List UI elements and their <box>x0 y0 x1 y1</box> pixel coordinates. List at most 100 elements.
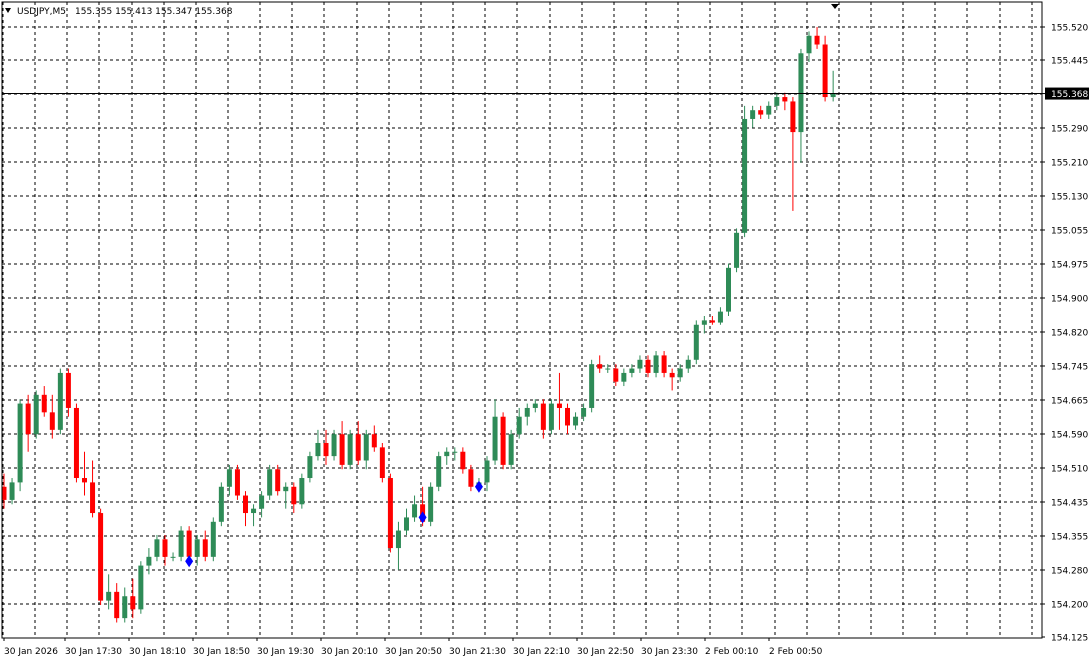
x-tick-label: 30 Jan 23:30 <box>641 647 698 657</box>
diamond-icon <box>418 511 427 524</box>
candle-bear <box>202 539 208 557</box>
candle-bull <box>122 596 128 619</box>
candle-bear <box>82 478 87 483</box>
candle-bear <box>822 44 828 98</box>
candle-bull <box>830 93 836 98</box>
x-tick-label: 30 Jan 19:30 <box>257 647 314 657</box>
candle-bull <box>170 556 176 558</box>
candle-bear <box>1 486 7 500</box>
candle-bull <box>693 324 699 360</box>
x-tick-label: 30 Jan 20:50 <box>385 647 442 657</box>
candles-layer <box>1 27 836 623</box>
markers-layer <box>185 480 483 568</box>
y-tick-label: 155.445 <box>1051 57 1088 67</box>
candle-bull <box>766 105 772 115</box>
candle-bull <box>621 372 627 382</box>
candle-bull <box>548 403 554 430</box>
candle-bear <box>243 495 248 514</box>
candle-bull <box>106 591 112 601</box>
x-tick-label: 2 Feb 00:10 <box>705 647 759 657</box>
y-tick-label: 154.745 <box>1051 363 1088 373</box>
candle-bear <box>25 403 31 435</box>
price-axis[interactable]: 155.520 155.445 155.368 155.290 155.210 155.1… <box>1042 24 1089 644</box>
x-tick-label: 30 Jan 18:50 <box>193 647 250 657</box>
candle-bear <box>597 364 603 369</box>
candle-bear <box>613 368 619 382</box>
y-tick-label: 154.200 <box>1051 601 1088 611</box>
candle-bull <box>57 372 63 430</box>
candle-bull <box>492 416 498 461</box>
candle-bull <box>605 368 611 370</box>
x-tick-label: 30 Jan 21:30 <box>449 647 506 657</box>
symbol-label: USDJPY,M5 <box>17 7 66 17</box>
candle-bull <box>178 530 184 557</box>
candle-bull <box>412 504 418 518</box>
candle-bull <box>251 508 257 514</box>
candle-bull <box>307 456 313 479</box>
current-price-tag <box>1045 87 1089 100</box>
candle-bear <box>782 97 788 102</box>
y-tick-label: 155.290 <box>1051 125 1088 135</box>
candle-bull <box>806 35 812 54</box>
candle-bear <box>556 403 562 408</box>
candle-bull <box>436 456 442 487</box>
x-tick-label: 30 Jan 17:30 <box>65 647 122 657</box>
candle-bear <box>790 101 796 133</box>
candle-bull <box>9 482 15 500</box>
x-tick-label: 2 Feb 00:50 <box>769 647 823 657</box>
candle-bear <box>98 513 104 601</box>
candle-bear <box>291 486 297 505</box>
y-tick-label: 154.355 <box>1051 533 1088 543</box>
candle-bear <box>234 469 240 496</box>
candle-bull <box>653 355 659 373</box>
candle-bear <box>379 447 385 479</box>
y-tick-label: 154.510 <box>1051 465 1088 475</box>
triangle-down-icon[interactable] <box>831 4 839 9</box>
candle-bull <box>33 394 39 435</box>
candle-bear <box>73 407 79 479</box>
candle-bull <box>395 530 401 549</box>
candle-bear <box>371 434 377 448</box>
candle-bull <box>774 97 780 106</box>
candle-bull <box>629 368 635 373</box>
candle-bear <box>468 469 474 487</box>
candle-bear <box>49 412 55 430</box>
y-tick-label: 155.520 <box>1051 24 1088 34</box>
x-tick-label: 30 Jan 20:10 <box>321 647 378 657</box>
candle-bull <box>17 403 23 483</box>
candle-bear <box>355 434 361 461</box>
candle-bear <box>669 372 675 378</box>
y-tick-label: 154.280 <box>1051 567 1088 577</box>
ohlc-values: 155.355 155.413 155.347 155.368 <box>75 7 233 17</box>
y-tick-label: 155.210 <box>1051 159 1088 169</box>
candle-bull <box>589 364 595 408</box>
candle-bear <box>41 394 47 413</box>
candle-bull <box>484 460 490 483</box>
candle-bull <box>532 403 538 408</box>
diamond-icon <box>474 480 483 493</box>
y-tick-label: 155.130 <box>1051 193 1088 203</box>
candle-bull <box>701 320 707 325</box>
candle-bear <box>90 482 96 514</box>
candle-bull <box>347 434 353 465</box>
triangle-down-icon[interactable] <box>5 8 11 13</box>
candle-bear <box>275 469 281 492</box>
candle-bull <box>742 118 748 233</box>
candle-bull <box>516 416 522 435</box>
candle-bull <box>750 110 756 119</box>
candle-bull <box>524 407 530 417</box>
candle-bull <box>685 359 691 369</box>
candle-bear <box>460 451 466 470</box>
candle-bull <box>226 469 232 487</box>
candle-bear <box>814 35 820 45</box>
candle-bear <box>500 416 506 465</box>
candle-bull <box>331 434 337 457</box>
candle-bull <box>283 486 289 492</box>
candle-bear <box>540 403 546 430</box>
candle-bull <box>363 434 369 461</box>
x-tick-label: 30 Jan 2026 <box>4 647 58 657</box>
y-tick-label: 154.900 <box>1051 295 1088 305</box>
time-axis[interactable]: 30 Jan 2026 30 Jan 17:30 30 Jan 18:10 30 Ja… <box>3 638 823 657</box>
